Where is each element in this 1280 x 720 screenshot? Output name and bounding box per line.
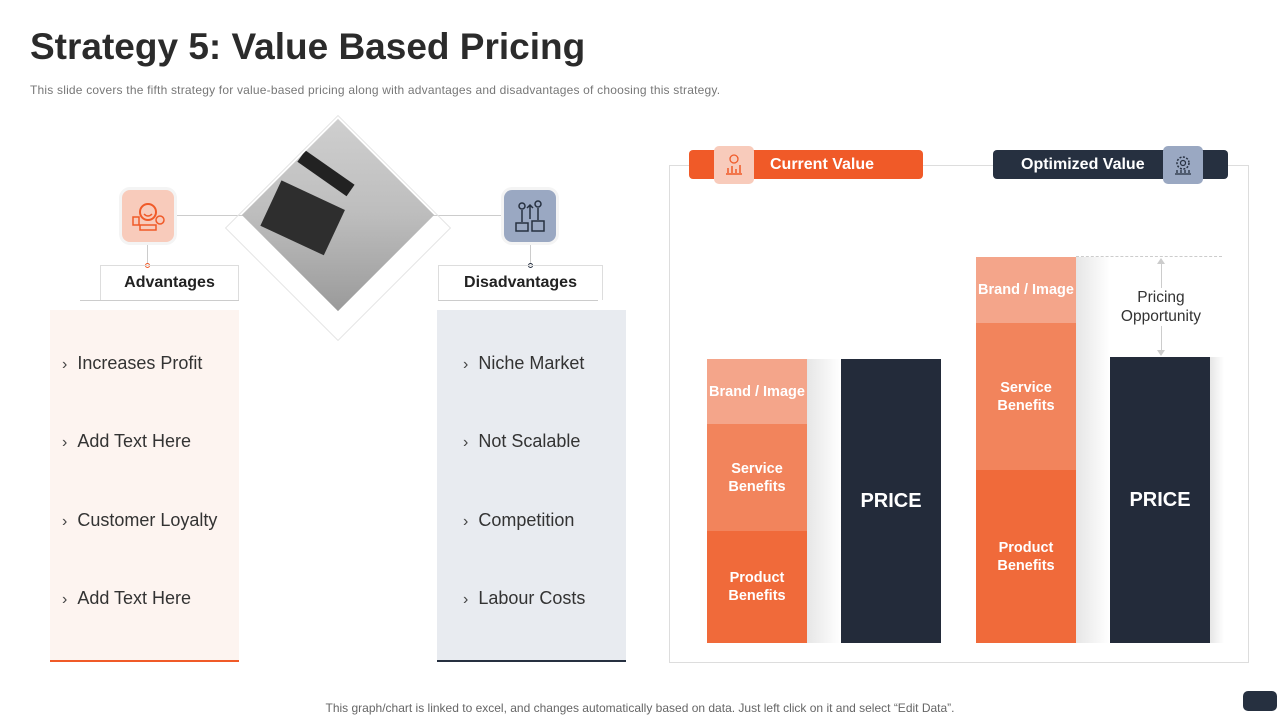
chevron-right-icon: › bbox=[62, 513, 68, 530]
current-value-stack: Brand / Image Service Benefits Product B… bbox=[707, 359, 807, 643]
list-item: › Add Text Here bbox=[62, 588, 191, 609]
segment-product-benefits: Product Benefits bbox=[976, 470, 1076, 643]
arrow-down-icon bbox=[1157, 350, 1165, 356]
chevron-right-icon: › bbox=[62, 356, 68, 373]
connector bbox=[173, 215, 253, 216]
slide-logo-icon bbox=[1243, 691, 1277, 711]
page-title: Strategy 5: Value Based Pricing bbox=[30, 26, 586, 67]
optimized-price-bar: PRICE bbox=[1110, 357, 1210, 643]
bar-shadow bbox=[1076, 257, 1110, 643]
list-item: › Competition bbox=[463, 510, 574, 531]
item-text: Increases Profit bbox=[77, 353, 203, 373]
chevron-right-icon: › bbox=[62, 434, 68, 451]
list-item: › Customer Loyalty bbox=[62, 510, 217, 531]
people-coins-icon bbox=[504, 190, 556, 242]
divider bbox=[80, 300, 239, 301]
item-text: Labour Costs bbox=[478, 588, 586, 608]
advantages-label: Advantages bbox=[100, 265, 239, 300]
list-item: › Niche Market bbox=[463, 353, 584, 374]
item-text: Add Text Here bbox=[77, 588, 192, 608]
item-text: Customer Loyalty bbox=[77, 510, 218, 530]
segment-brand-image: Brand / Image bbox=[707, 359, 807, 424]
chevron-right-icon: › bbox=[463, 513, 469, 530]
segment-service-benefits: Service Benefits bbox=[707, 424, 807, 531]
connector bbox=[530, 241, 531, 265]
item-text: Add Text Here bbox=[77, 431, 192, 451]
connector bbox=[147, 241, 148, 265]
chevron-right-icon: › bbox=[62, 591, 68, 608]
list-item: › Labour Costs bbox=[463, 588, 585, 609]
optimized-value-stack: Brand / Image Service Benefits Product B… bbox=[976, 257, 1076, 643]
item-text: Competition bbox=[478, 510, 575, 530]
item-text: Niche Market bbox=[478, 353, 585, 373]
disadvantages-list: › Niche Market › Not Scalable › Competition… bbox=[437, 310, 626, 662]
arrow-up-icon bbox=[1157, 258, 1165, 264]
gear-team-icon bbox=[1163, 146, 1203, 184]
footer-note: This graph/chart is linked to excel, and… bbox=[325, 701, 955, 715]
chevron-right-icon: › bbox=[463, 434, 469, 451]
chevron-right-icon: › bbox=[463, 356, 469, 373]
bar-shadow bbox=[1210, 357, 1224, 643]
segment-service-benefits: Service Benefits bbox=[976, 323, 1076, 470]
segment-product-benefits: Product Benefits bbox=[707, 531, 807, 643]
list-item: › Not Scalable bbox=[463, 431, 580, 452]
current-price-bar: PRICE bbox=[841, 359, 941, 643]
whiteboard-photo bbox=[241, 118, 435, 312]
optimized-value-label: Optimized Value bbox=[1021, 155, 1145, 173]
pricing-opportunity-label: Pricing Opportunity bbox=[1111, 288, 1211, 326]
dashed-guide bbox=[1076, 256, 1222, 257]
list-item: › Increases Profit bbox=[62, 353, 202, 374]
connector bbox=[425, 215, 505, 216]
list-item: › Add Text Here bbox=[62, 431, 191, 452]
divider bbox=[438, 300, 598, 301]
segment-brand-image: Brand / Image bbox=[976, 257, 1076, 323]
item-text: Not Scalable bbox=[478, 431, 581, 451]
value-panel bbox=[669, 165, 1249, 663]
chart-dollar-icon bbox=[714, 146, 754, 184]
happy-investor-icon bbox=[122, 190, 174, 242]
chevron-right-icon: › bbox=[463, 591, 469, 608]
bar-shadow bbox=[807, 359, 841, 643]
page-subtitle: This slide covers the fifth strategy for… bbox=[30, 83, 721, 97]
current-value-label: Current Value bbox=[770, 155, 875, 173]
disadvantages-label: Disadvantages bbox=[438, 265, 603, 300]
advantages-list: › Increases Profit › Add Text Here › Custom… bbox=[50, 310, 239, 662]
